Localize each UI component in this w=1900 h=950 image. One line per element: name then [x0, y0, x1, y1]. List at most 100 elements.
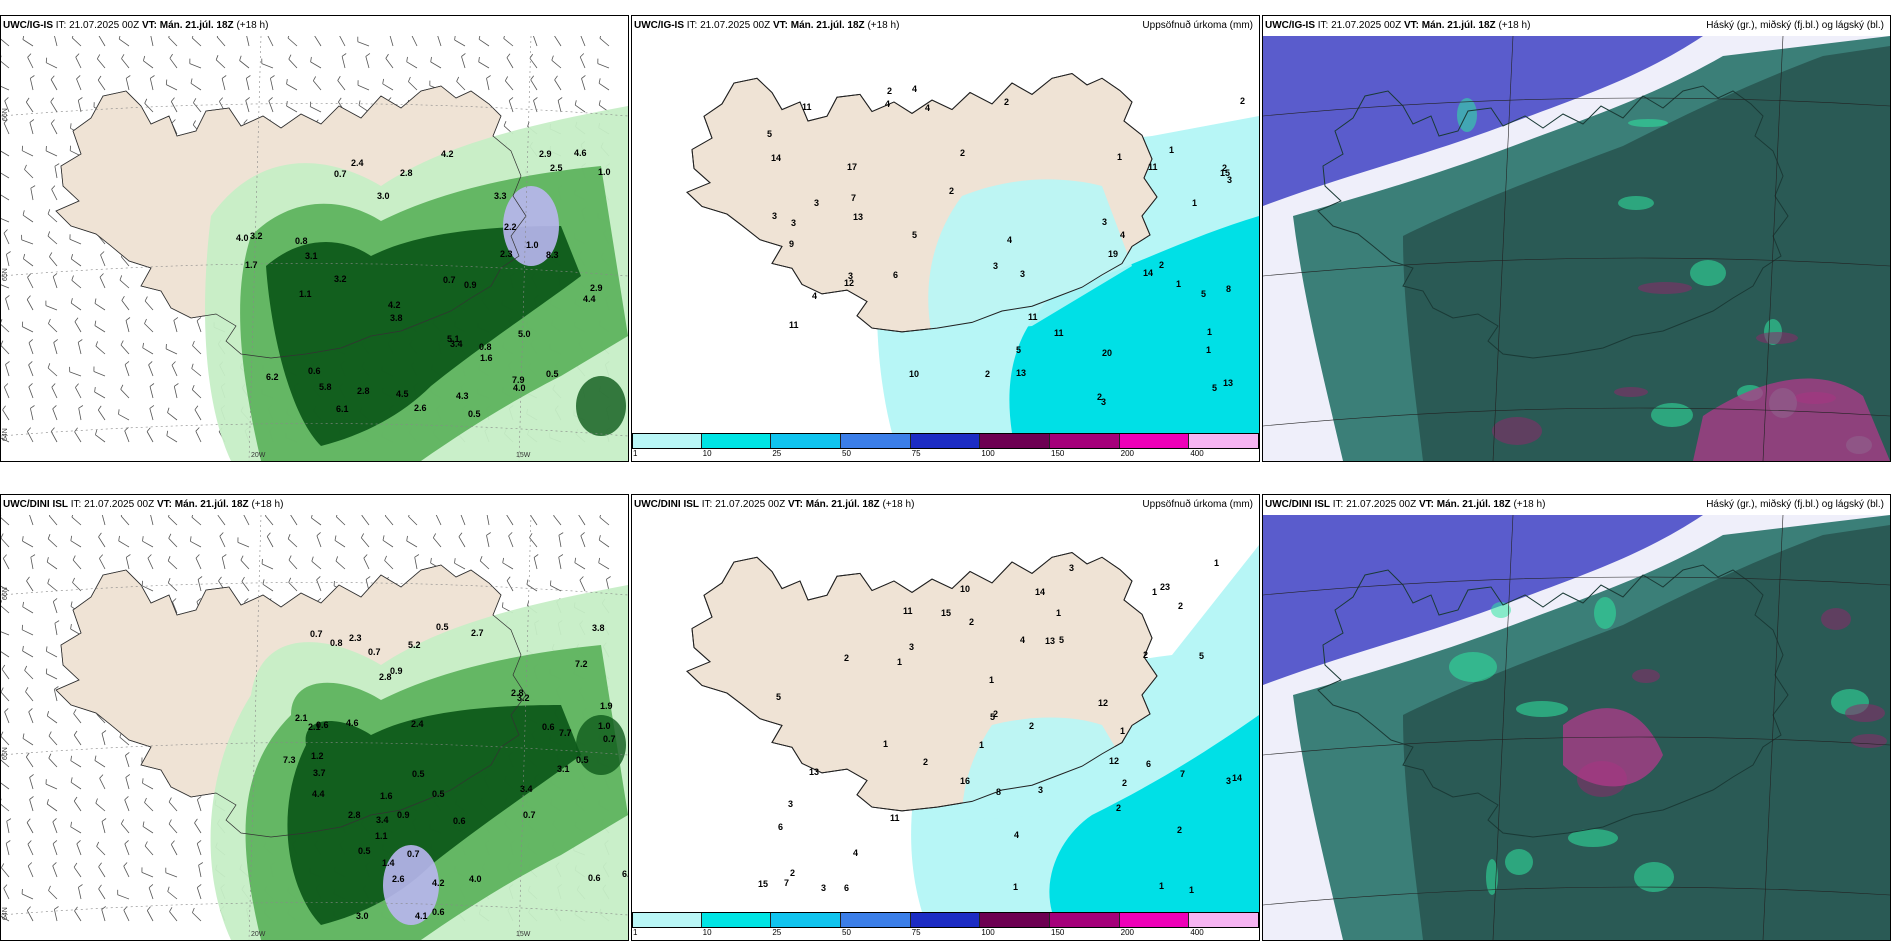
precip-value-label: 2.8 — [400, 168, 413, 178]
colorbar-tick: 100 — [981, 928, 995, 937]
init-time-label: IT: — [701, 499, 713, 510]
panel-header: UWC/IG-IS IT: 21.07.2025 00Z VT: Mán. 21… — [1263, 16, 1890, 36]
accum-value-label: 4 — [853, 848, 858, 858]
lon-label: 20W — [251, 452, 266, 459]
panel-title: Uppsöfnuð úrkoma (mm) — [1142, 499, 1253, 510]
precip-value-label: 3.4 — [376, 815, 389, 825]
colorbar-tick: 400 — [1190, 928, 1204, 937]
accum-value-label: 4 — [1014, 830, 1019, 840]
model-name: UWC/IG-IS — [634, 20, 684, 31]
precip-value-label: 0.9 — [464, 280, 477, 290]
colorbar-swatch — [1119, 912, 1190, 928]
accum-value-label: 1 — [1214, 558, 1219, 568]
precip-value-label: 3.3 — [494, 191, 507, 201]
panel-header: UWC/IG-IS IT: 21.07.2025 00Z VT: Mán. 21… — [632, 16, 1259, 36]
precip-value-label: 4.0 — [513, 383, 526, 393]
accum-value-label: 5 — [1016, 345, 1021, 355]
accum-value-label: 12 — [844, 278, 854, 288]
accum-value-label: 11 — [789, 320, 799, 330]
precip-value-label: 0.9 — [390, 666, 403, 676]
accum-value-label: 1 — [1206, 345, 1211, 355]
precip-value-label: 1.0 — [598, 167, 611, 177]
precip-value-label: 1.1 — [299, 289, 312, 299]
accum-value-label: 1 — [1207, 327, 1212, 337]
valid-time: Mán. 21.júl. 18Z — [174, 499, 249, 510]
precip-value-label: 0.6 — [542, 722, 555, 732]
init-time: 21.07.2025 00Z — [69, 20, 140, 31]
init-time: 21.07.2025 00Z — [1331, 20, 1402, 31]
precip-value-label: 2.4 — [351, 158, 364, 168]
model-name: UWC/DINI ISL — [1265, 499, 1330, 510]
colorbar-swatch — [1119, 433, 1190, 449]
precip-value-label: 2.7 — [471, 628, 484, 638]
precip-value-label: 2.8 — [379, 672, 392, 682]
accum-value-label: 2 — [960, 148, 965, 158]
accum-value-label: 1 — [1013, 882, 1018, 892]
precip-value-label: 5.2 — [408, 640, 421, 650]
accum-value-label: 2 — [790, 868, 795, 878]
precip-value-label: 1.1 — [375, 831, 388, 841]
accum-value-label: 1 — [1120, 726, 1125, 736]
precip-value-label: 4.2 — [441, 149, 454, 159]
valid-time: Mán. 21.júl. 18Z — [159, 20, 234, 31]
colorbar-tick: 50 — [842, 928, 851, 937]
accum-value-label: 3 — [788, 799, 793, 809]
precip-value-label: 3.2 — [250, 231, 263, 241]
colorbar-tick: 75 — [911, 449, 921, 458]
valid-time-label: VT: — [1403, 20, 1419, 31]
precip-value-label: 6.2 — [266, 372, 279, 382]
precip-value-label: 5.1 — [447, 334, 460, 344]
accum-value-label: 12 — [1109, 756, 1119, 766]
init-time: 21.07.2025 00Z — [84, 499, 155, 510]
precip-value-label: 0.5 — [468, 409, 481, 419]
precip-value-label: 2.6 — [414, 403, 427, 413]
cloud-cover-map — [1263, 515, 1890, 940]
colorbar-swatch — [701, 433, 772, 449]
accum-value-label: 2 — [1177, 825, 1182, 835]
panel-dini-cloud-cover: UWC/DINI ISL IT: 21.07.2025 00Z VT: Mán.… — [1262, 494, 1891, 941]
colorbar: 1 10 25 50 75 100 150 200 400 — [632, 433, 1259, 459]
colorbar-tick: 1 — [633, 928, 638, 937]
precip-value-label: 0.6 — [308, 366, 321, 376]
precip-value-label: 2.8 — [511, 688, 524, 698]
graticule — [1, 36, 628, 461]
accum-value-label: 13 — [853, 212, 863, 222]
precip-value-label: 3.2 — [517, 693, 530, 703]
precip-value-label: 1.4 — [382, 858, 395, 868]
accum-value-label: 5 — [767, 129, 772, 139]
precip-value-label: 0.5 — [546, 369, 559, 379]
accum-value-label: 1 — [1189, 885, 1194, 895]
accum-value-label: 2 — [1004, 97, 1009, 107]
precip-value-label: 4.1 — [415, 911, 428, 921]
accum-value-label: 5 — [1201, 289, 1206, 299]
valid-time-label: VT: — [772, 20, 788, 31]
lead-time: (+18 h) — [1498, 20, 1531, 31]
colorbar-tick: 75 — [911, 928, 921, 937]
init-time: 21.07.2025 00Z — [715, 499, 786, 510]
accum-value-label: 12 — [1098, 698, 1108, 708]
accum-value-label: 4 — [812, 291, 817, 301]
precip-value-label: 0.7 — [603, 734, 616, 744]
precip-value-label: 4.0 — [236, 233, 249, 243]
precip-value-label: 0.7 — [443, 275, 456, 285]
accum-value-label: 1 — [1117, 152, 1122, 162]
precip-value-label: 5.0 — [518, 329, 531, 339]
accum-value-label: 1 — [1056, 608, 1061, 618]
precip-value-label: 2.4 — [411, 719, 424, 729]
accum-value-label: 2 — [1097, 392, 1102, 402]
precip-value-label: 2.8 — [357, 386, 370, 396]
accum-value-label: 1 — [1192, 198, 1197, 208]
precip-value-label: 0.9 — [397, 810, 410, 820]
lat-label: 65N — [2, 747, 9, 760]
precip-value-label: 2.9 — [590, 283, 603, 293]
precip-value-label: 3.0 — [356, 911, 369, 921]
precip-value-label: 1.9 — [600, 701, 613, 711]
graticule — [1263, 515, 1890, 940]
colorbar-swatch — [841, 912, 911, 928]
colorbar-tick: 25 — [772, 449, 782, 458]
precip-wind-map: 66N 65N 64N 20W 15W 0.9 0.7 2.8 0.5 0.6 1.9 1.4 0.7 2… — [1, 515, 628, 940]
precip-value-label: 1.6 — [380, 791, 393, 801]
accum-value-label: 3 — [1020, 269, 1025, 279]
